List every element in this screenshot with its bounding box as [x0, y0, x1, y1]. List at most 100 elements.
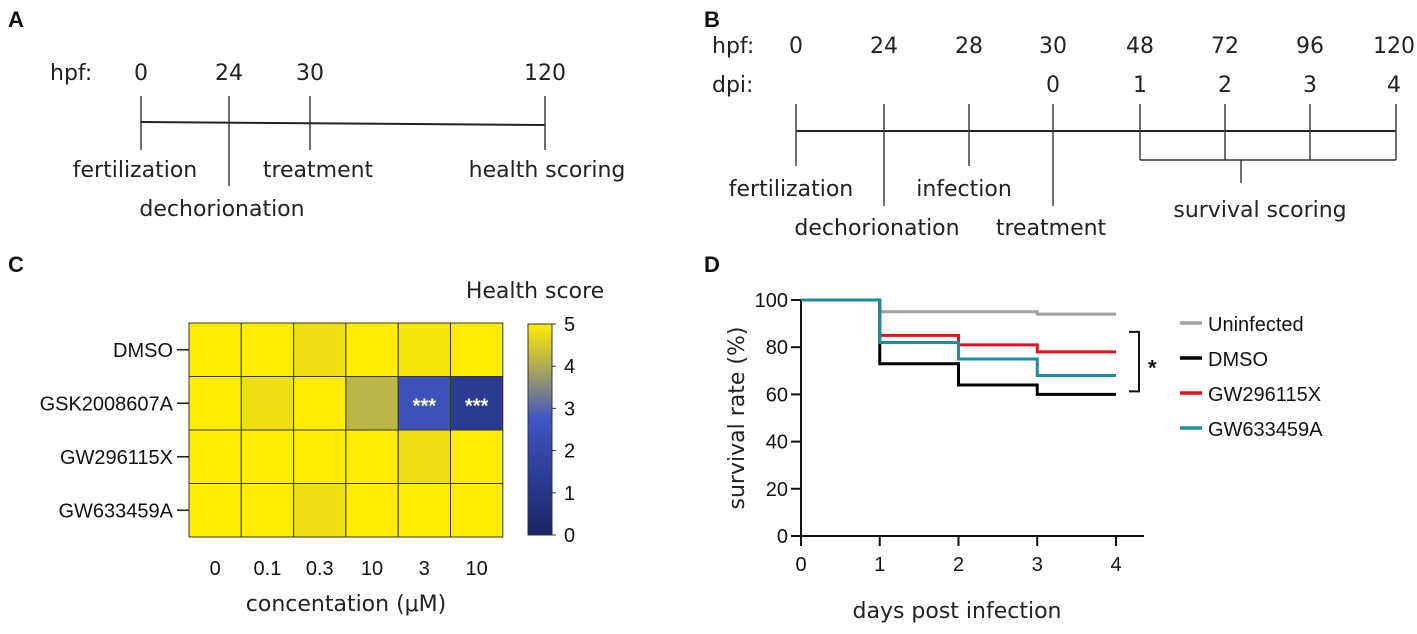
- heatmap-column-label: 10: [361, 558, 383, 580]
- heatmap-row-label: GW296115X: [60, 447, 173, 469]
- heatmap-row-label: DMSO: [113, 340, 173, 362]
- panel-label-b: B: [704, 7, 720, 32]
- timeline-b-dpi-tick: 0: [1046, 73, 1060, 98]
- heatmap-cell: [293, 483, 347, 538]
- heatmap-row-label: GW633459A: [58, 500, 173, 522]
- heatmap-cell: [450, 429, 504, 484]
- timeline-b-hpf-tick: 48: [1126, 34, 1154, 59]
- x-tick-label: 0: [795, 554, 806, 576]
- heatmap-cell: [240, 429, 295, 484]
- heatmap-cell: [240, 376, 295, 431]
- y-tick-label: 100: [755, 290, 788, 312]
- series-line-uninfected: [801, 298, 1116, 316]
- heatmap-row-label: GSK2008607A: [40, 393, 174, 415]
- significance-marker: ***: [465, 395, 489, 417]
- legend-label: GW296115X: [1208, 384, 1321, 406]
- y-tick-label: 20: [766, 479, 788, 501]
- x-tick-label: 3: [1032, 554, 1043, 576]
- colorbar-tick-label: 0: [564, 525, 575, 547]
- heatmap-cell: [240, 483, 295, 538]
- heatmap-column-label: 0: [210, 558, 221, 580]
- colorbar-tick-label: 5: [564, 314, 575, 336]
- heatmap-cell: [240, 322, 295, 377]
- timeline-b-hpf-tick: 96: [1296, 34, 1324, 59]
- x-tick-label: 2: [953, 554, 964, 576]
- timeline-b-event-treatment: treatment: [996, 216, 1107, 241]
- heatmap-cell: [450, 376, 504, 431]
- timeline-a-event-health-scoring: health scoring: [469, 158, 626, 183]
- heatmap-cell: [188, 483, 242, 538]
- heatmap-cell: [293, 376, 347, 431]
- series-line-gw633459a: [801, 298, 1116, 378]
- colorbar-tick-label: 2: [564, 441, 575, 463]
- y-tick-label: 40: [766, 432, 788, 454]
- heatmap-cell: [397, 429, 452, 484]
- colorbar-tick-label: 4: [564, 356, 575, 378]
- timeline-a-axis: [140, 96, 546, 186]
- timeline-b-event-infection: infection: [916, 177, 1012, 202]
- timeline-b-dpi-tick: 1: [1133, 73, 1147, 98]
- heatmap-cell: [345, 429, 399, 484]
- heatmap-cell: [345, 376, 399, 431]
- legend-label: Uninfected: [1208, 314, 1304, 336]
- heatmap-cell: [397, 322, 452, 377]
- timeline-b-event-fertilization: fertilization: [729, 177, 853, 202]
- timeline-b-hpf-tick: 24: [870, 34, 898, 59]
- significance-star: *: [1148, 356, 1157, 381]
- y-tick-label: 60: [766, 384, 788, 406]
- heatmap: DMSO GSK2008607A GW296115X GW633459A 0 0.1 0.3…: [40, 314, 576, 580]
- heatmap-column-label: 0.1: [254, 558, 282, 580]
- timeline-b-event-dechorionation: dechorionation: [794, 216, 959, 241]
- heatmap-column-label: 10: [466, 558, 488, 580]
- timeline-b-dpi-tick: 2: [1218, 73, 1232, 98]
- heatmap-cell: [188, 429, 242, 484]
- timeline-b-hpf-tick: 120: [1373, 34, 1415, 59]
- heatmap-cell: [397, 376, 452, 431]
- timeline-b-hpf-tick: 0: [789, 34, 803, 59]
- panel-label-a: A: [8, 7, 24, 32]
- survival-chart: 0 20 40 60 80 100 0 1 2 3 4 Uninfected DMSO GW296115X…: [755, 290, 1324, 576]
- timeline-a-tick: 0: [134, 61, 148, 86]
- heatmap-cell: [397, 483, 452, 538]
- timeline-b-event-survival-scoring: survival scoring: [1173, 198, 1346, 223]
- timeline-b-hpf-label: hpf:: [712, 34, 754, 59]
- colorbar-tick-label: 1: [564, 483, 575, 505]
- timeline-a-event-treatment: treatment: [263, 158, 374, 183]
- x-tick-label: 4: [1110, 554, 1121, 576]
- timeline-b-dpi-tick: 4: [1387, 73, 1401, 98]
- heatmap-column-label: 0.3: [306, 558, 334, 580]
- heatmap-column-label: 3: [419, 558, 430, 580]
- timeline-b-hpf-tick: 72: [1211, 34, 1239, 59]
- timeline-b-axis: [795, 104, 1397, 206]
- heatmap-cell: [450, 322, 504, 377]
- panel-label-d: D: [704, 252, 720, 277]
- timeline-a-tick: 30: [296, 61, 324, 86]
- timeline-a-event-fertilization: fertilization: [73, 158, 197, 183]
- y-tick-label: 0: [777, 526, 788, 548]
- timeline-a-hpf-label: hpf:: [50, 61, 92, 86]
- heatmap-cell: [293, 429, 347, 484]
- heatmap-cell: [188, 322, 242, 377]
- y-tick-label: 80: [766, 337, 788, 359]
- panel-label-c: C: [8, 252, 24, 277]
- legend-label: DMSO: [1208, 349, 1268, 371]
- heatmap-cell: [293, 322, 347, 377]
- timeline-b-dpi-tick: 3: [1303, 73, 1317, 98]
- heatmap-cell: [450, 483, 504, 538]
- survival-y-axis-label: survival rate (%): [725, 327, 750, 510]
- timeline-a-event-dechorionation: dechorionation: [139, 197, 304, 222]
- significance-bracket: [1129, 330, 1140, 393]
- heatmap-cell: [345, 322, 399, 377]
- legend-label: GW633459A: [1208, 419, 1323, 441]
- timeline-b-dpi-label: dpi:: [712, 73, 753, 98]
- survival-x-axis-label: days post infection: [853, 599, 1062, 624]
- timeline-a-tick: 120: [524, 61, 566, 86]
- timeline-a-tick: 24: [215, 61, 243, 86]
- x-tick-label: 1: [874, 554, 885, 576]
- colorbar: [527, 323, 553, 536]
- heatmap-x-axis-label: concentation (μM): [246, 592, 446, 617]
- timeline-b-hpf-tick: 28: [955, 34, 983, 59]
- heatmap-cell: [188, 376, 242, 431]
- significance-marker: ***: [413, 395, 437, 417]
